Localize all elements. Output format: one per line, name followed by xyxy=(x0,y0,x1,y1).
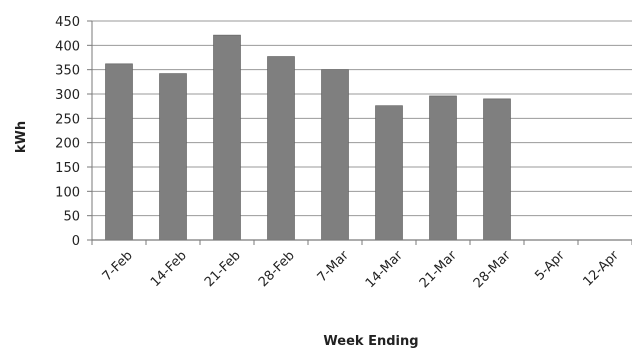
x-tick-label: 21-Feb xyxy=(202,248,244,290)
bar-14-feb xyxy=(159,73,187,241)
x-tick-label: 28-Mar xyxy=(471,248,514,291)
x-axis-title: Week Ending xyxy=(323,334,418,349)
y-tick-label: 150 xyxy=(55,161,80,176)
x-tick-label: 14-Mar xyxy=(363,248,406,291)
x-tick-label: 5-Apr xyxy=(532,248,568,284)
x-tick-label: 21-Mar xyxy=(417,248,460,291)
bar-28-mar xyxy=(483,98,511,241)
x-tick-labels: 7-Feb 14-Feb 21-Feb 28-Feb 7-Mar 14-Mar 21-Mar… xyxy=(100,248,623,291)
y-tick-label: 450 xyxy=(55,15,80,30)
y-tick-label: 400 xyxy=(55,39,80,54)
y-tick-label: 300 xyxy=(55,88,80,103)
y-tick-label: 350 xyxy=(55,64,80,79)
bar-28-feb xyxy=(267,56,295,241)
y-tick-labels: 0 50 100 150 200 250 300 350 400 450 xyxy=(55,15,80,249)
bars xyxy=(105,34,511,241)
bar-21-mar xyxy=(429,95,457,241)
bar-14-mar xyxy=(375,105,403,241)
y-tick-label: 200 xyxy=(55,137,80,152)
x-tick-label: 28-Feb xyxy=(256,248,298,290)
bar-7-feb xyxy=(105,63,133,241)
x-tick-label: 12-Apr xyxy=(581,248,623,290)
bar-21-feb xyxy=(213,34,241,241)
x-tick-label: 7-Feb xyxy=(100,248,136,284)
x-tick-label: 14-Feb xyxy=(148,248,190,290)
y-tick-label: 250 xyxy=(55,112,80,127)
y-tick-label: 50 xyxy=(63,210,80,225)
y-axis-title: kWh xyxy=(14,121,29,153)
y-tick-label: 100 xyxy=(55,185,80,200)
x-tick-label: 7-Mar xyxy=(315,248,353,286)
axes xyxy=(87,20,632,245)
bar-7-mar xyxy=(321,69,349,241)
y-tick-label: 0 xyxy=(72,234,80,249)
